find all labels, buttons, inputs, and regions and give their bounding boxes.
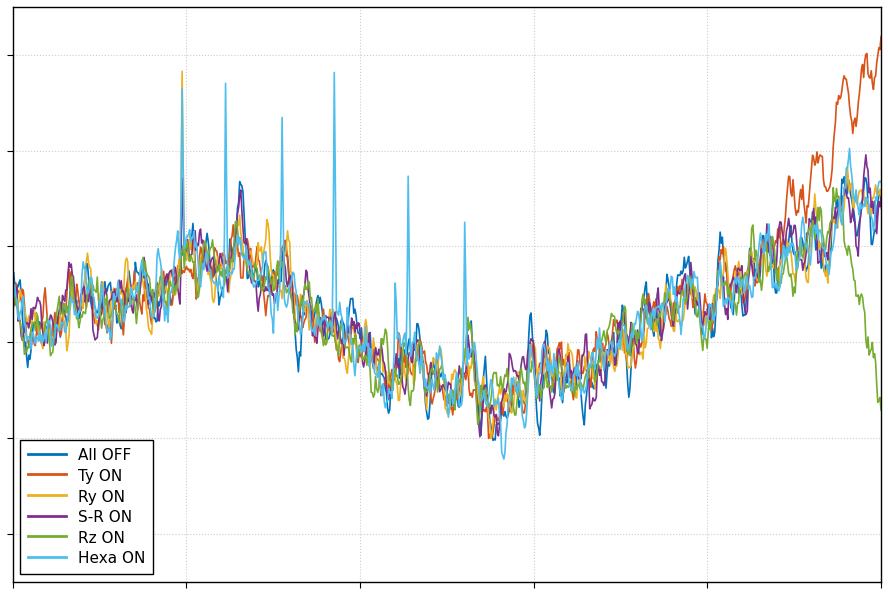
- Rz ON: [512, 389, 523, 396]
- Ry ON: [7, 290, 18, 297]
- Ry ON: [486, 435, 496, 442]
- Hexa ON: [498, 456, 509, 463]
- Hexa ON: [757, 245, 768, 252]
- Hexa ON: [514, 381, 525, 388]
- S-R ON: [474, 433, 485, 440]
- Ty ON: [876, 33, 886, 40]
- S-R ON: [667, 317, 678, 324]
- Line: Ry ON: Ry ON: [12, 71, 881, 438]
- Hexa ON: [563, 359, 574, 366]
- Ry ON: [177, 68, 187, 75]
- Ry ON: [563, 340, 574, 347]
- Hexa ON: [329, 69, 339, 76]
- Hexa ON: [876, 179, 886, 186]
- Ty ON: [60, 309, 71, 316]
- All OFF: [60, 312, 71, 320]
- S-R ON: [757, 245, 767, 252]
- S-R ON: [7, 309, 18, 317]
- Line: Hexa ON: Hexa ON: [12, 72, 881, 459]
- Rz ON: [667, 315, 678, 322]
- S-R ON: [860, 151, 871, 159]
- Line: Ty ON: Ty ON: [12, 37, 881, 438]
- Line: Rz ON: Rz ON: [12, 188, 881, 424]
- Rz ON: [876, 406, 886, 413]
- S-R ON: [60, 286, 71, 293]
- Line: All OFF: All OFF: [12, 177, 881, 440]
- S-R ON: [512, 372, 523, 379]
- Ty ON: [483, 435, 494, 442]
- All OFF: [667, 311, 678, 318]
- S-R ON: [535, 379, 546, 386]
- Rz ON: [7, 283, 18, 290]
- Ty ON: [7, 301, 18, 308]
- All OFF: [839, 173, 850, 181]
- Ry ON: [876, 205, 886, 212]
- All OFF: [876, 198, 886, 206]
- Ty ON: [667, 316, 678, 323]
- All OFF: [488, 437, 498, 444]
- S-R ON: [561, 369, 572, 376]
- Rz ON: [472, 421, 483, 428]
- Rz ON: [757, 287, 767, 294]
- Rz ON: [535, 394, 546, 402]
- Ry ON: [668, 327, 678, 334]
- Rz ON: [561, 382, 572, 389]
- All OFF: [535, 416, 546, 423]
- Ry ON: [536, 366, 547, 374]
- Legend: All OFF, Ty ON, Ry ON, S-R ON, Rz ON, Hexa ON: All OFF, Ty ON, Ry ON, S-R ON, Rz ON, He…: [20, 440, 154, 574]
- Ry ON: [757, 248, 768, 255]
- Ty ON: [535, 359, 546, 366]
- Ry ON: [514, 369, 525, 376]
- Rz ON: [60, 310, 71, 317]
- Hexa ON: [668, 291, 678, 298]
- Ry ON: [60, 327, 71, 334]
- Rz ON: [828, 184, 838, 191]
- Ty ON: [512, 388, 523, 396]
- S-R ON: [876, 193, 886, 200]
- Line: S-R ON: S-R ON: [12, 155, 881, 437]
- All OFF: [512, 393, 523, 400]
- Ty ON: [757, 239, 767, 247]
- Hexa ON: [60, 329, 71, 336]
- All OFF: [7, 272, 18, 279]
- Hexa ON: [536, 347, 547, 355]
- All OFF: [757, 243, 767, 250]
- Ty ON: [561, 365, 572, 372]
- Hexa ON: [7, 274, 18, 282]
- All OFF: [561, 380, 572, 387]
